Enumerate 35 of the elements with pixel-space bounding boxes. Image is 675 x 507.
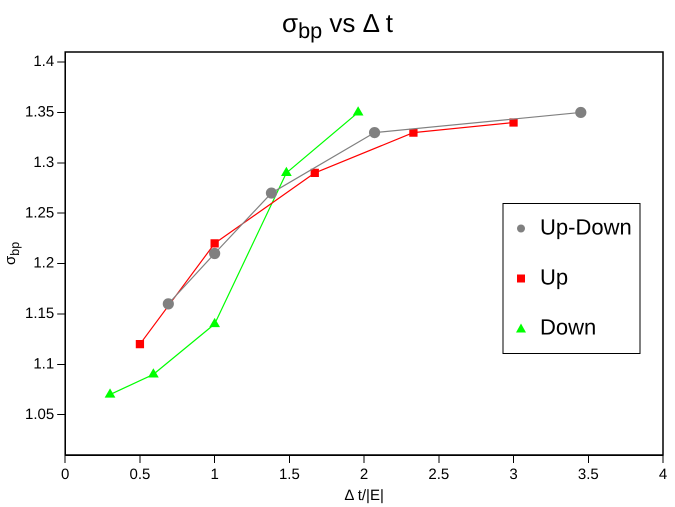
legend-label: Up — [540, 264, 568, 290]
x-tick-label: 2.5 — [428, 466, 450, 484]
point — [575, 106, 586, 118]
point — [136, 340, 144, 348]
legend-label: Down — [540, 314, 596, 340]
x-axis-title: Δ t/|E| — [344, 487, 384, 504]
x-tick-label: 1 — [210, 466, 219, 484]
x-tick-label: 3 — [509, 466, 518, 484]
point — [353, 106, 364, 116]
y-tick-label: 1.4 — [33, 53, 54, 70]
point — [162, 298, 174, 310]
x-tick-label: 0 — [61, 466, 70, 484]
point — [210, 318, 220, 328]
point — [105, 388, 115, 398]
x-tick-label: 0.5 — [129, 466, 150, 484]
point — [266, 187, 278, 199]
point — [148, 368, 158, 378]
point — [368, 127, 380, 138]
point — [281, 167, 292, 176]
x-tick-label: 3.5 — [578, 466, 599, 484]
y-tick-label: 1.25 — [24, 204, 54, 222]
point — [310, 168, 319, 178]
point — [210, 239, 219, 248]
y-tick-label: 1.15 — [24, 305, 54, 322]
y-tick-label: 1.3 — [33, 154, 54, 171]
x-tick-label: 2 — [360, 466, 368, 484]
x-tick-label: 4 — [658, 466, 668, 484]
y-tick-label: 1.1 — [33, 355, 54, 372]
y-tick-label: 1.2 — [33, 254, 54, 272]
chart-title: σ$_{bp}$ vs Δ t — [281, 8, 394, 44]
y-tick-label: 1.05 — [24, 406, 54, 423]
legend-label: Up-Down — [540, 214, 632, 240]
x-tick-label: 1.5 — [278, 466, 300, 484]
y-tick-label: 1.35 — [24, 104, 54, 121]
point — [209, 248, 220, 260]
